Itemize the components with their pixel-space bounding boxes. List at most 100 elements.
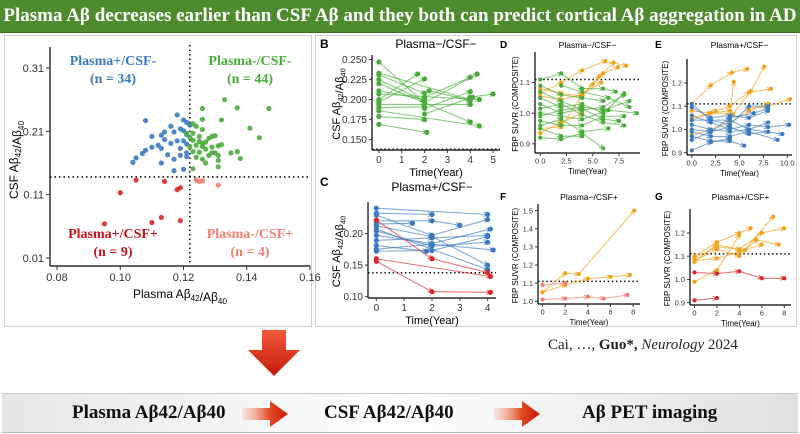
data-point [727, 104, 733, 109]
data-point [467, 89, 473, 95]
data-point [559, 111, 564, 116]
trajectory-segment [581, 76, 600, 96]
scatter-point [139, 150, 145, 157]
scatter-point [142, 117, 149, 124]
scatter-point [256, 135, 262, 141]
trajectory-segment [694, 244, 718, 263]
scatter-point [203, 146, 209, 152]
data-point [746, 129, 752, 134]
quadrant-label: Plasma-/CSF- [208, 54, 292, 69]
data-point [580, 104, 585, 110]
y-axis-title: FBP SUVR (COMPOSITE) [663, 210, 672, 306]
data-point [580, 92, 585, 97]
data-point [708, 134, 713, 139]
y-axis-title: CSF Aβ42/Aβ40 [331, 68, 348, 139]
data-point [759, 276, 764, 281]
y-tick-label: 1.1 [675, 252, 685, 261]
trajectory-segment [691, 141, 712, 151]
data-point [780, 131, 785, 137]
scatter-point [212, 133, 218, 139]
trajectory-segment [424, 76, 471, 98]
x-tick-label: 4 [485, 303, 491, 314]
scatter-point [177, 218, 183, 224]
label-fragment: /Aβ [334, 224, 346, 241]
data-point [782, 276, 787, 281]
x-axis-title: Time(Year) [570, 318, 609, 327]
data-point [601, 114, 606, 119]
y-tick-label: 0.9 [672, 148, 682, 157]
scatter-point [215, 152, 221, 158]
data-point [601, 98, 606, 104]
data-point [476, 97, 483, 103]
trajectory-segment [768, 124, 790, 128]
trajectory-segment [542, 284, 566, 293]
label-fragment: CSF Aβ [331, 102, 343, 140]
trajectory-segment [378, 73, 419, 101]
scatter-point [133, 155, 139, 161]
data-point [737, 269, 742, 274]
data-point [559, 92, 564, 97]
data-point [787, 97, 793, 102]
y-tick-label: 0.15 [344, 261, 364, 272]
data-point [559, 83, 564, 88]
data-point [538, 118, 543, 123]
label-fragment: 42 [336, 93, 345, 101]
trajectory-segment [561, 115, 583, 120]
data-point [580, 89, 585, 94]
quadrant-label: Plasma+/CSF- [70, 54, 157, 69]
x-tick-label: 0.14 [236, 272, 257, 284]
data-point [759, 242, 764, 247]
label-fragment: /Aβ [334, 77, 346, 94]
trajectory-segment [582, 60, 606, 71]
y-tick-label: 1.0 [523, 297, 533, 306]
data-point [423, 248, 430, 254]
x-tick-label: 10.0 [780, 159, 795, 168]
right-arrow-icon [494, 401, 540, 427]
data-point [714, 295, 720, 301]
data-point [429, 247, 435, 254]
data-point [714, 242, 720, 247]
data-point [559, 137, 564, 142]
data-point [421, 76, 428, 82]
trajectory-segment [429, 90, 471, 101]
trajectory-segment [540, 109, 562, 117]
data-point [467, 94, 473, 100]
trajectory-segment [691, 84, 712, 105]
data-point [634, 111, 639, 116]
data-point [538, 77, 543, 82]
trajectory-segment [603, 66, 619, 74]
data-point [624, 63, 629, 68]
x-tick-label: 2 [563, 308, 567, 317]
citation-year: 2024 [704, 337, 738, 353]
data-point [708, 111, 713, 116]
data-point [742, 143, 747, 148]
x-tick-label: 3 [445, 155, 451, 166]
data-point [376, 121, 382, 127]
panel-title: Plasma−/CSF− [559, 40, 617, 50]
data-point [540, 297, 545, 302]
trajectory-segment [603, 88, 616, 93]
data-point [692, 279, 697, 284]
trajectory-segment [710, 71, 733, 86]
data-point [708, 83, 713, 88]
panel-letter: D [500, 40, 507, 51]
trajectory-segment [710, 119, 731, 126]
label-fragment: CSF Aβ [7, 157, 21, 199]
scatter-point [199, 105, 206, 112]
data-point [421, 90, 428, 96]
data-point [580, 95, 585, 100]
data-point [737, 249, 742, 254]
x-tick-label: 4 [468, 155, 474, 166]
trajectory-segment [731, 68, 748, 73]
data-point [625, 292, 630, 298]
scatter-point [199, 156, 206, 162]
trajectory-segment [431, 291, 491, 293]
x-tick-label: 5.0 [588, 157, 598, 166]
data-point [559, 108, 564, 113]
trajectory-segment [694, 257, 717, 262]
data-point [622, 91, 627, 96]
trajectory-segment [610, 274, 630, 278]
data-point [782, 226, 787, 231]
